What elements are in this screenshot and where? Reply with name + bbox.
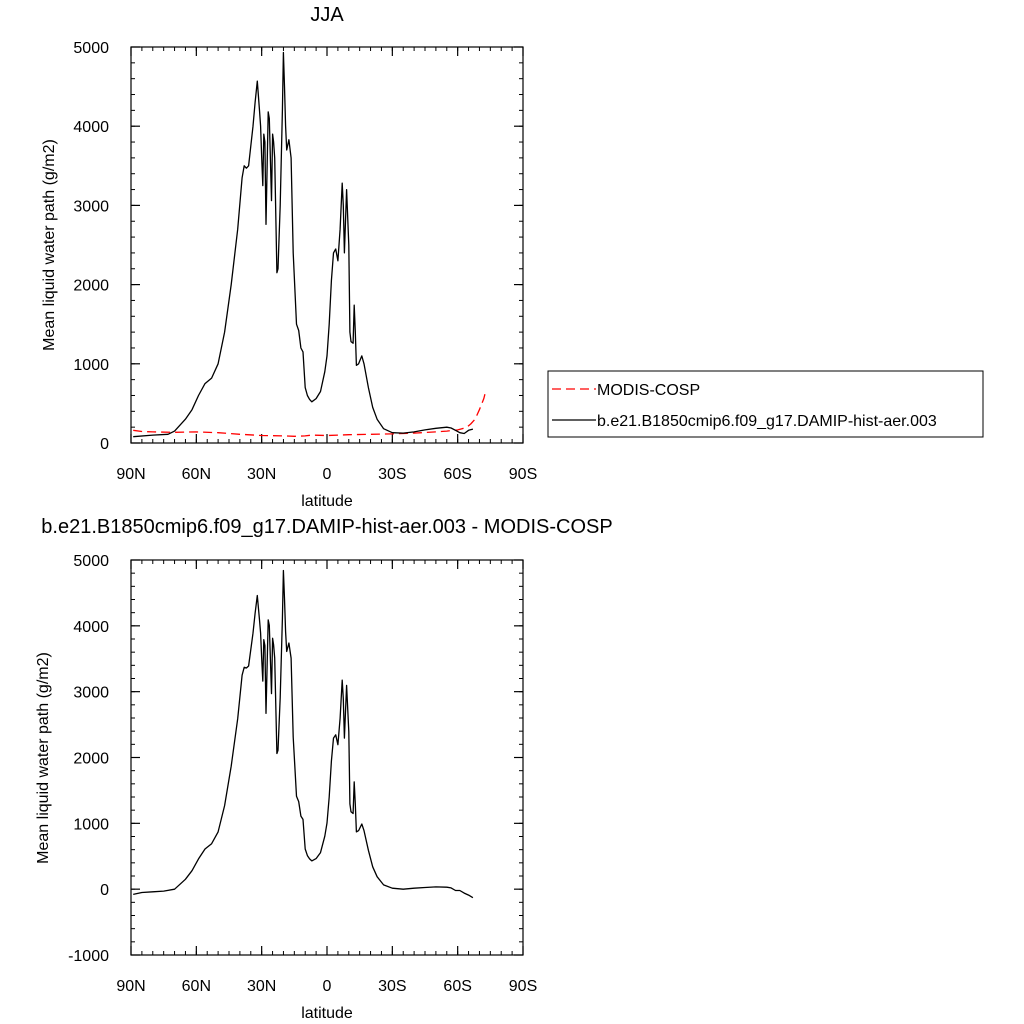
legend: MODIS-COSP b.e21.B1850cmip6.f09_g17.DAMI… xyxy=(547,370,984,438)
series-line-modis-cosp xyxy=(133,389,487,437)
x-tick-label: 90N xyxy=(116,978,145,995)
y-tick-label: 5000 xyxy=(73,553,109,570)
panel-bottom-difference: b.e21.B1850cmip6.f09_g17.DAMIP-hist-aer.… xyxy=(35,516,613,1022)
plot-area: 90N 60N 30N 0 30S 60S 90S -1000 0 1000 2000 3000 400… xyxy=(68,553,537,995)
x-tick-label: 90S xyxy=(509,978,537,995)
y-tick-label: 4000 xyxy=(73,119,109,136)
legend-label-modis-cosp: MODIS-COSP xyxy=(597,382,700,399)
y-tick-label: 2000 xyxy=(73,751,109,768)
plot-area: 90N 60N 30N 0 30S 60S 90S 0 1000 2000 3000 4000 5000 xyxy=(73,40,537,483)
series-line-difference xyxy=(133,569,474,899)
x-tick-label: 90N xyxy=(116,466,145,483)
y-axis-label: Mean liquid water path (g/m2) xyxy=(41,139,58,351)
y-tick-label: 4000 xyxy=(73,619,109,636)
y-tick-label: -1000 xyxy=(68,948,109,965)
x-axis-label: latitude xyxy=(301,493,353,510)
legend-box xyxy=(547,370,984,438)
plot-frame xyxy=(130,46,524,444)
x-axis-label: latitude xyxy=(301,1005,353,1022)
y-tick-label: 0 xyxy=(100,436,109,453)
y-tick-label: 5000 xyxy=(73,40,109,57)
x-tick-label: 60N xyxy=(182,978,211,995)
x-tick-label: 30S xyxy=(378,978,406,995)
legend-label-model: b.e21.B1850cmip6.f09_g17.DAMIP-hist-aer.… xyxy=(597,413,937,430)
x-tick-label: 60S xyxy=(443,466,471,483)
x-tick-label: 30N xyxy=(247,466,276,483)
x-tick-label: 30N xyxy=(247,978,276,995)
y-tick-label: 0 xyxy=(100,882,109,899)
y-tick-label: 3000 xyxy=(73,198,109,215)
panel-top-jja: JJA 90N 60N 30N 0 30S 60S 90S 0 1000 2000 3000 4000… xyxy=(41,4,537,510)
y-tick-label: 2000 xyxy=(73,278,109,295)
y-tick-label: 1000 xyxy=(73,816,109,833)
x-tick-label: 90S xyxy=(509,466,537,483)
y-axis-label: Mean liquid water path (g/m2) xyxy=(35,652,52,864)
chart-title: JJA xyxy=(310,4,344,26)
x-tick-label: 60N xyxy=(182,466,211,483)
y-tick-label: 1000 xyxy=(73,357,109,374)
x-tick-label: 30S xyxy=(378,466,406,483)
x-tick-label: 0 xyxy=(323,978,332,995)
x-tick-label: 60S xyxy=(443,978,471,995)
y-tick-label: 3000 xyxy=(73,685,109,702)
chart-title: b.e21.B1850cmip6.f09_g17.DAMIP-hist-aer.… xyxy=(41,516,612,538)
x-tick-label: 0 xyxy=(323,466,332,483)
series-line-b-e21-b1850cmip6-f09-g17-damip-hist-aer-003 xyxy=(133,51,474,438)
plot-frame xyxy=(130,559,524,956)
